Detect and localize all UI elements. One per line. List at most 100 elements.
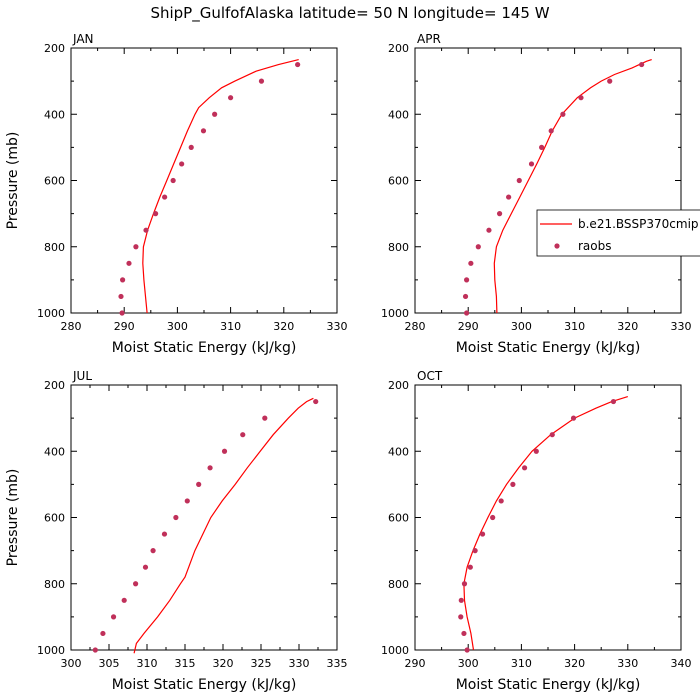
x-tick-label: 280 <box>61 320 82 333</box>
model-series-line <box>142 59 299 314</box>
obs-point <box>207 465 213 471</box>
obs-point <box>549 432 555 438</box>
legend-model-label: b.e21.BSSP370cmip <box>578 217 699 231</box>
obs-point <box>240 432 246 438</box>
legend-obs-swatch <box>554 243 560 249</box>
panel-oct: 290 300 310 320 330 340 200 400 600 800 1000 OCT Moi… <box>381 369 692 693</box>
obs-point <box>464 277 470 283</box>
y-axis-label: Pressure (mb) <box>5 469 21 567</box>
obs-point <box>143 227 149 233</box>
obs-point <box>610 398 617 405</box>
x-tick-label: 320 <box>564 657 585 670</box>
x-tick-label: 300 <box>511 320 532 333</box>
panels-group: 280 290 300 310 320 330 200 400 600 800 1000 JAN Moi… <box>5 32 692 693</box>
obs-point <box>607 78 613 84</box>
x-tick-label: 320 <box>617 320 638 333</box>
x-axis-label: Moist Static Energy (kJ/kg) <box>112 677 297 693</box>
x-axis-label: Moist Static Energy (kJ/kg) <box>112 340 297 356</box>
model-series-line <box>493 59 652 314</box>
x-tick-label: 310 <box>564 320 585 333</box>
legend-obs-label: raobs <box>578 239 612 253</box>
obs-point <box>179 161 185 167</box>
obs-point <box>461 581 468 587</box>
y-axis-label: Pressure (mb) <box>5 132 21 230</box>
x-tick-label: 330 <box>289 657 310 670</box>
y-tick-label: 400 <box>388 108 409 121</box>
obs-point <box>100 630 106 637</box>
obs-point <box>121 597 127 603</box>
obs-point <box>184 498 190 504</box>
obs-point <box>196 481 202 487</box>
obs-point <box>464 310 470 316</box>
y-tick-label: 800 <box>388 578 409 591</box>
obs-point <box>212 111 218 117</box>
model-series-line <box>133 397 314 654</box>
obs-point <box>118 293 124 300</box>
panel-apr: 280 290 300 310 320 330 200 400 600 800 1000 APR Moi… <box>381 32 692 356</box>
x-tick-label: 290 <box>405 657 426 670</box>
y-tick-label: 200 <box>44 379 65 392</box>
panel-month-label: APR <box>417 32 441 46</box>
y-tick-label: 800 <box>388 241 409 254</box>
y-tick-label: 1000 <box>37 644 65 657</box>
panel-month-label: OCT <box>417 369 443 383</box>
page-title: ShipP_GulfofAlaska latitude= 50 N longit… <box>150 4 549 23</box>
obs-point <box>200 128 207 134</box>
obs-point <box>142 564 149 570</box>
x-tick-label: 330 <box>671 320 692 333</box>
obs-point <box>490 514 496 521</box>
x-tick-label: 325 <box>251 657 272 670</box>
obs-point <box>458 597 464 603</box>
y-tick-label: 1000 <box>381 307 409 320</box>
y-tick-label: 200 <box>44 42 65 55</box>
obs-point <box>479 531 486 537</box>
obs-point <box>548 128 554 134</box>
x-tick-label: 290 <box>114 320 135 333</box>
obs-point <box>472 548 478 554</box>
plot-frame <box>70 384 338 651</box>
obs-point <box>262 415 268 421</box>
legend: b.e21.BSSP370cmip raobs <box>536 209 700 257</box>
obs-point <box>570 415 577 421</box>
obs-point <box>110 614 117 620</box>
plot-frame <box>70 47 338 314</box>
obs-point <box>464 647 470 653</box>
plot-frame <box>414 47 682 314</box>
obs-point <box>92 647 98 653</box>
y-tick-label: 200 <box>388 42 409 55</box>
obs-point <box>528 161 535 167</box>
x-tick-label: 300 <box>458 657 479 670</box>
obs-point <box>516 177 522 184</box>
x-tick-label: 330 <box>617 657 638 670</box>
x-tick-label: 330 <box>327 320 348 333</box>
obs-point <box>119 310 125 316</box>
obs-point <box>506 194 512 200</box>
obs-point <box>539 144 545 150</box>
obs-point <box>639 61 645 68</box>
obs-point <box>150 548 156 554</box>
obs-point <box>578 95 584 101</box>
x-tick-label: 310 <box>137 657 158 670</box>
model-series-line <box>463 396 628 651</box>
obs-point <box>313 398 319 405</box>
obs-point <box>510 481 516 487</box>
x-tick-label: 310 <box>220 320 241 333</box>
obs-point <box>173 514 179 521</box>
x-tick-label: 320 <box>273 320 294 333</box>
obs-point <box>228 95 234 101</box>
obs-point <box>152 211 159 217</box>
y-tick-label: 600 <box>44 512 65 525</box>
obs-point <box>221 448 228 454</box>
y-tick-label: 600 <box>388 175 409 188</box>
x-tick-label: 335 <box>327 657 348 670</box>
obs-point <box>533 448 539 454</box>
x-axis-label: Moist Static Energy (kJ/kg) <box>456 340 641 356</box>
panel-month-label: JUL <box>72 369 92 383</box>
x-tick-label: 340 <box>671 657 692 670</box>
obs-point <box>486 227 492 233</box>
obs-point <box>521 465 528 471</box>
x-tick-label: 280 <box>405 320 426 333</box>
obs-point <box>170 177 176 184</box>
y-tick-label: 400 <box>44 445 65 458</box>
